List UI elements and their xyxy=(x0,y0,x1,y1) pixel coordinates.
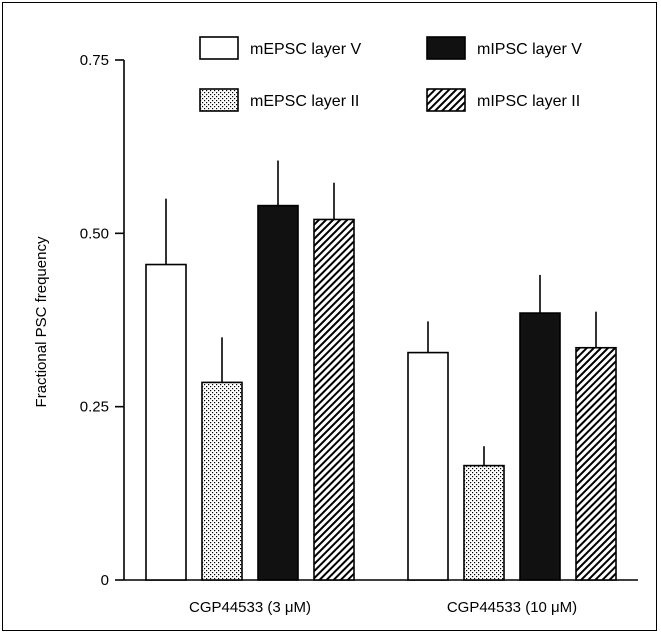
y-ticks: 0 0.25 0.50 0.75 xyxy=(80,52,124,589)
y-tick-label: 0.75 xyxy=(80,52,109,69)
legend-label: mEPSC layer II xyxy=(250,93,359,110)
legend-swatch xyxy=(426,88,466,112)
bar-mipsc-layer-v xyxy=(519,312,561,581)
x-tick-labels: CGP44533 (3 μM) CGP44533 (10 μM) xyxy=(189,599,577,616)
legend-label: mEPSC layer V xyxy=(250,41,361,58)
y-tick-label: 0.50 xyxy=(80,225,109,242)
bar-mipsc-layer-ii xyxy=(575,346,617,581)
legend-label: mIPSC layer II xyxy=(477,93,580,110)
x-tick-label: CGP44533 (3 μM) xyxy=(189,599,311,616)
legend-label: mIPSC layer V xyxy=(477,41,582,58)
bar-mepsc-layer-v xyxy=(407,351,449,581)
bar-mipsc-layer-v xyxy=(257,204,299,581)
bars xyxy=(145,160,617,581)
y-tick-label: 0 xyxy=(101,572,109,589)
y-axis-label: Fractional PSC frequency xyxy=(33,236,50,407)
legend: mEPSC layer V mEPSC layer II mIPSC layer V… xyxy=(199,36,582,112)
bar-mepsc-layer-ii xyxy=(463,464,505,581)
x-tick-label: CGP44533 (10 μM) xyxy=(447,599,577,616)
legend-swatch xyxy=(426,36,466,60)
y-tick-label: 0.25 xyxy=(80,399,109,416)
axes xyxy=(123,60,638,581)
legend-swatch xyxy=(199,36,239,60)
bar-mepsc-layer-ii xyxy=(201,381,243,581)
bar-mepsc-layer-v xyxy=(145,263,187,581)
bar-mipsc-layer-ii xyxy=(313,218,355,581)
legend-swatch xyxy=(199,88,239,112)
